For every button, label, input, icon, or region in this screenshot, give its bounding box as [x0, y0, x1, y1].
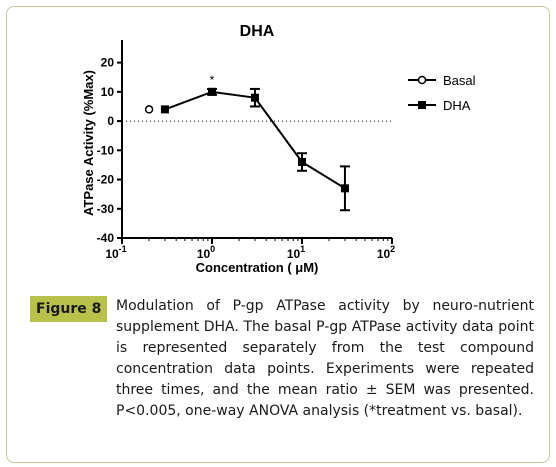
- y-tick-label: -30: [97, 202, 115, 216]
- significance-annotation: *: [210, 73, 215, 87]
- x-tick-label: 101: [287, 244, 305, 261]
- x-tick-label: 102: [377, 244, 395, 261]
- data-point-dha: [250, 93, 259, 102]
- legend-label-basal: Basal: [443, 73, 476, 88]
- legend-marker: [417, 75, 427, 85]
- y-tick-label: 0: [107, 114, 114, 128]
- y-tick-label: -20: [97, 173, 115, 187]
- data-point-dha: [298, 158, 306, 166]
- data-point-dha: [340, 184, 349, 193]
- data-point-basal: [144, 105, 154, 114]
- y-tick-label: 10: [101, 85, 115, 99]
- caption-text: Modulation of P-gp ATPase activity by ne…: [116, 298, 534, 419]
- legend-label-dha: DHA: [443, 98, 471, 113]
- figure-label: Figure 8: [30, 296, 108, 322]
- legend-marker: [418, 101, 426, 109]
- x-tick-label: 10-1: [105, 244, 126, 261]
- data-point-dha: [160, 105, 169, 114]
- y-tick-label: -40: [97, 231, 115, 245]
- y-axis-label: ATPase Activity (%Max): [81, 70, 96, 216]
- chart-title: DHA: [240, 23, 275, 40]
- x-axis-label: Concentration ( μM): [196, 260, 319, 275]
- figure-frame: [6, 6, 550, 463]
- y-tick-label: -10: [97, 143, 115, 157]
- x-tick-label: 100: [197, 244, 215, 261]
- data-point-dha: [208, 87, 216, 96]
- y-tick-label: 20: [101, 56, 115, 70]
